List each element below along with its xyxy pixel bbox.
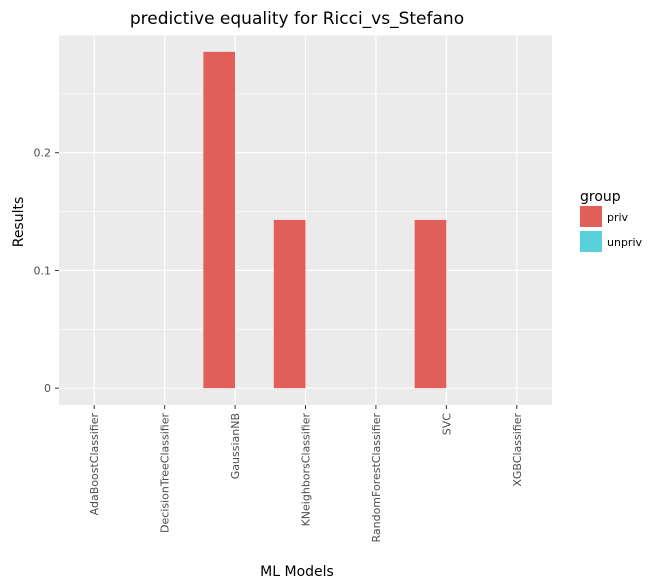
x-tick-label: AdaBoostClassifier xyxy=(88,413,101,516)
legend-swatch-priv xyxy=(580,206,602,227)
legend: group priv unpriv xyxy=(580,189,643,252)
x-tick-label: KNeighborsClassifier xyxy=(300,413,313,527)
bar-priv-GaussianNB xyxy=(203,51,236,389)
y-axis-title: Results xyxy=(11,197,27,248)
x-tick-label: SVC xyxy=(440,413,453,436)
legend-swatch-unpriv xyxy=(580,231,602,252)
x-axis-title: ML Models xyxy=(260,564,334,580)
y-tick-label: 0.2 xyxy=(34,147,52,160)
x-tick-label: XGBClassifier xyxy=(511,413,524,487)
bar-priv-SVC xyxy=(414,219,447,389)
bars xyxy=(203,51,447,389)
legend-title: group xyxy=(580,189,621,205)
x-tick-label: DecisionTreeClassifier xyxy=(159,413,172,533)
x-tick-label: RandomForestClassifier xyxy=(370,413,383,543)
bar-priv-KNeighborsClassifier xyxy=(273,219,306,389)
y-tick-label: 0.1 xyxy=(34,264,52,277)
x-tick-label: GaussianNB xyxy=(229,413,242,479)
x-axis: AdaBoostClassifier DecisionTreeClassifier… xyxy=(88,405,524,543)
legend-label-unpriv: unpriv xyxy=(607,236,643,249)
legend-label-priv: priv xyxy=(607,211,629,224)
y-tick-label: 0 xyxy=(44,382,51,395)
chart-title: predictive equality for Ricci_vs_Stefano xyxy=(130,9,464,29)
y-axis: 0 0.1 0.2 xyxy=(34,147,59,395)
